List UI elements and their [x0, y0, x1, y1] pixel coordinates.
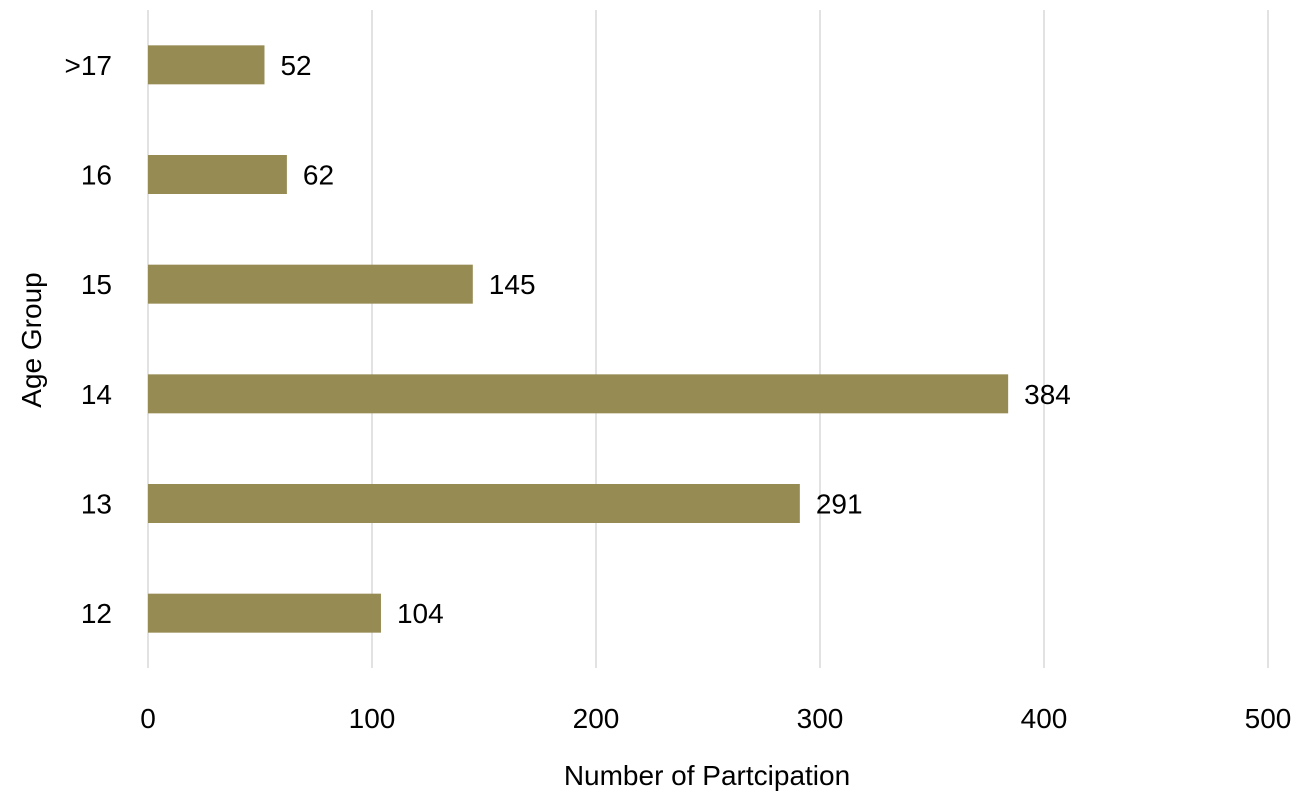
gridlines — [147, 10, 1269, 668]
x-tick-label-300: 300 — [797, 703, 844, 734]
data-labels: 104 291 384 145 62 52 — [280, 50, 1070, 629]
y-tick-label-16: 16 — [81, 160, 112, 191]
bar-14 — [148, 374, 1009, 414]
category-tick-labels: 12 13 14 15 16 >17 — [65, 50, 113, 629]
data-label-16: 62 — [303, 160, 334, 191]
data-label-12: 104 — [397, 598, 444, 629]
bar-12 — [148, 593, 381, 633]
data-label->17: 52 — [280, 50, 311, 81]
data-label-15: 145 — [489, 269, 536, 300]
x-tick-label-0: 0 — [140, 703, 156, 734]
bar-15 — [148, 264, 473, 304]
y-tick-label-14: 14 — [81, 379, 112, 410]
y-tick-label-12: 12 — [81, 598, 112, 629]
data-label-14: 384 — [1024, 379, 1071, 410]
bar->17 — [148, 45, 265, 85]
y-axis-title: Age Group — [16, 272, 47, 407]
x-tick-label-400: 400 — [1021, 703, 1068, 734]
x-axis-title: Number of Partcipation — [564, 760, 850, 791]
y-tick-label-13: 13 — [81, 489, 112, 520]
value-tick-labels: 0 100 200 300 400 500 — [140, 703, 1291, 734]
bar-13 — [148, 484, 800, 523]
x-tick-label-100: 100 — [349, 703, 396, 734]
y-tick-label->17: >17 — [65, 50, 113, 81]
data-label-13: 291 — [816, 489, 863, 520]
x-tick-label-500: 500 — [1245, 703, 1292, 734]
bars — [148, 45, 1009, 633]
x-tick-label-200: 200 — [573, 703, 620, 734]
y-tick-label-15: 15 — [81, 269, 112, 300]
bar-16 — [148, 155, 287, 194]
